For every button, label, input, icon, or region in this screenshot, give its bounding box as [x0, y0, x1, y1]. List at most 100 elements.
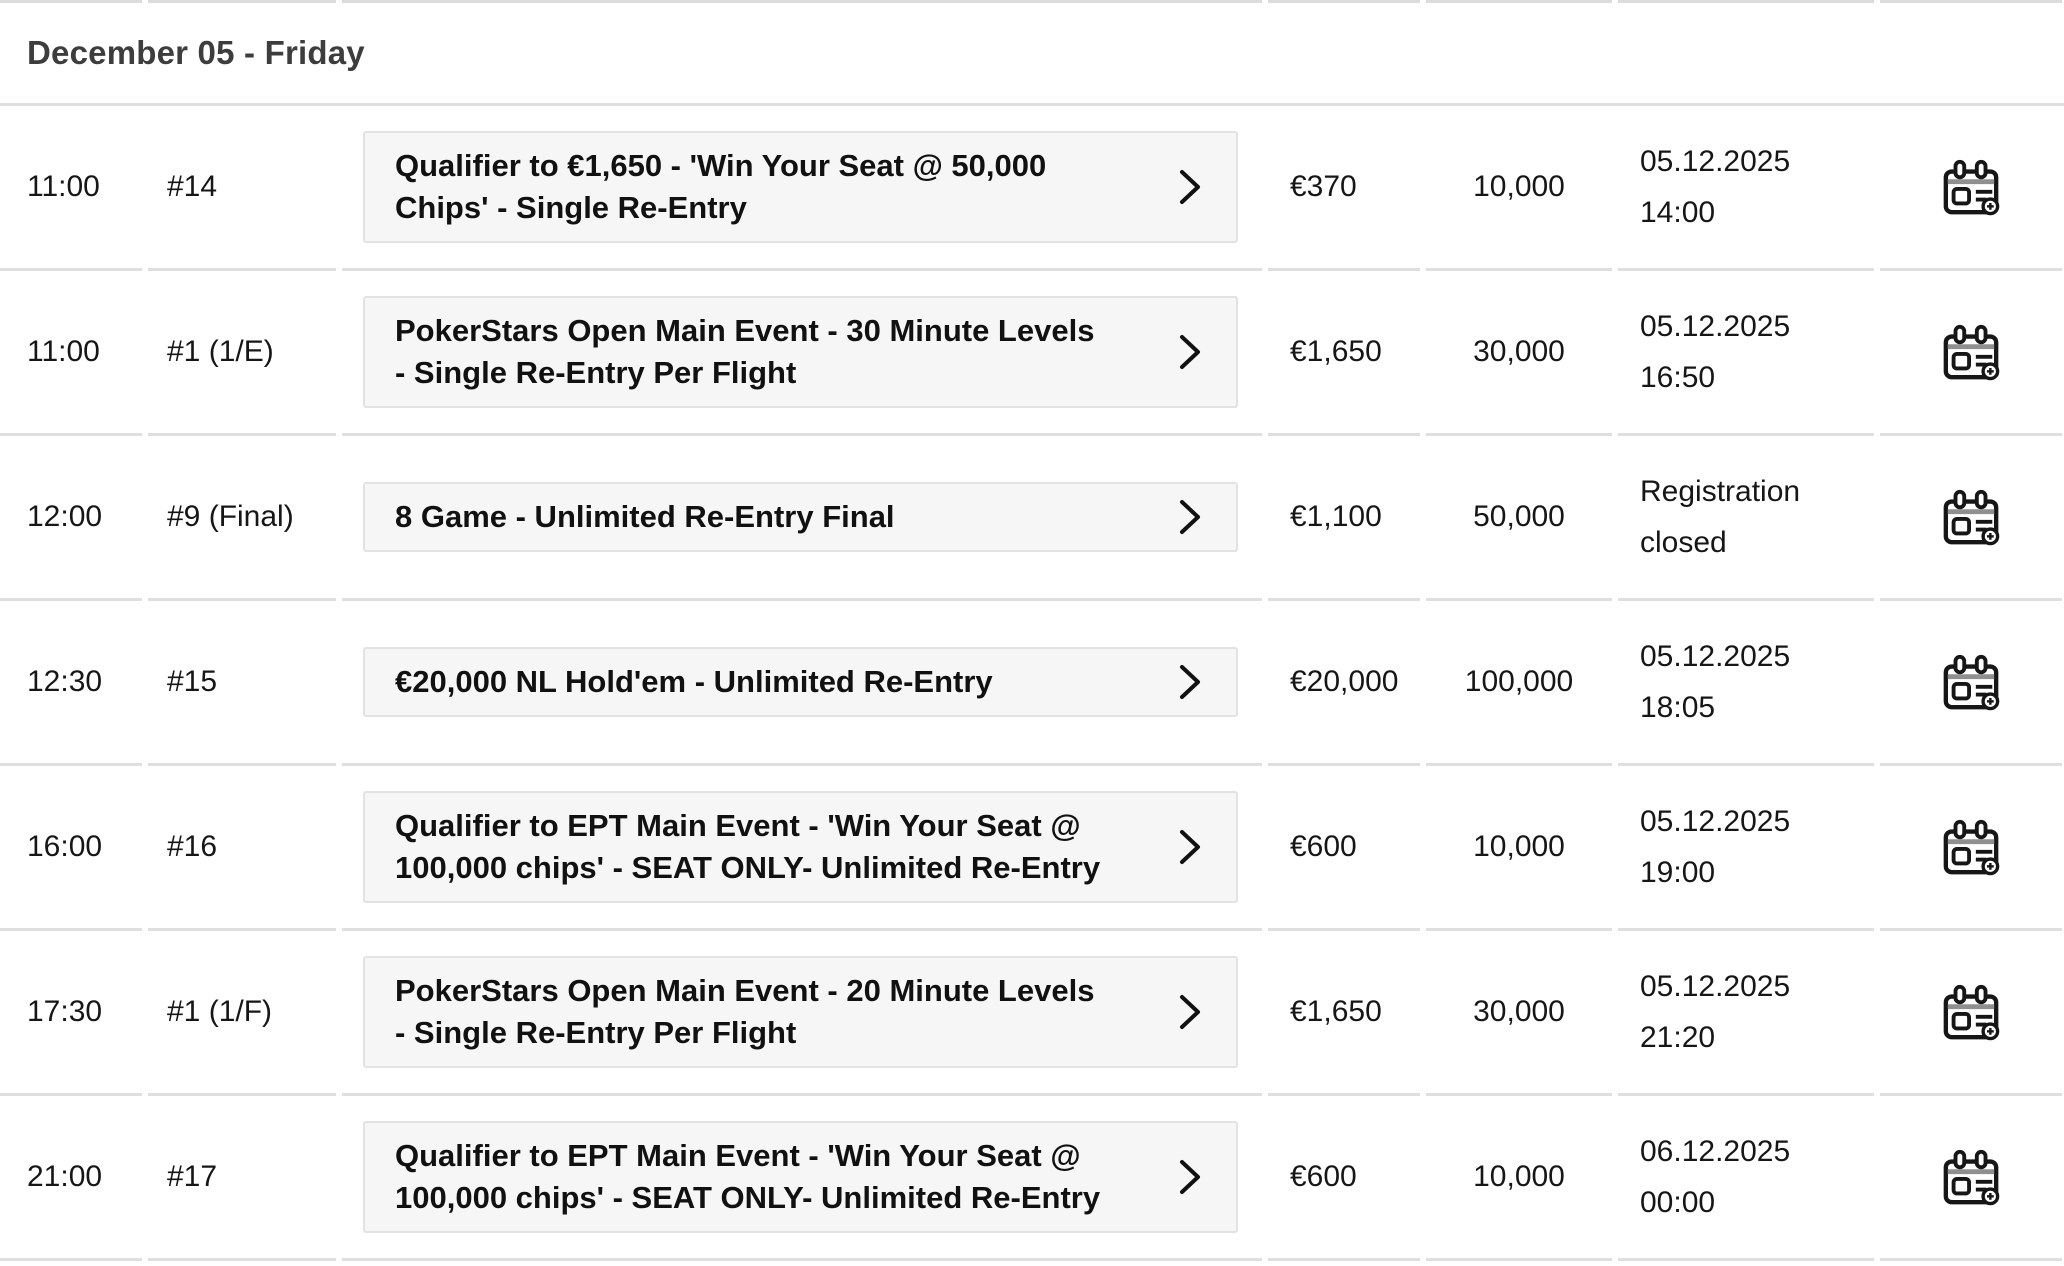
divider-segment	[0, 0, 142, 3]
starting-chips-cell: 30,000	[1426, 271, 1612, 436]
tournament-name-button[interactable]: PokerStars Open Main Event - 30 Minute L…	[363, 296, 1238, 408]
add-to-calendar-button[interactable]	[1941, 983, 2001, 1041]
event-number-cell: #16	[148, 766, 336, 931]
registration-status: Registration closed	[1640, 475, 1801, 559]
chevron-right-icon	[1180, 665, 1200, 699]
event-number-cell: #1 (1/F)	[148, 931, 336, 1096]
calendar-add-icon	[1941, 818, 2001, 876]
chevron-right-icon	[1180, 995, 1200, 1029]
tournament-name-label: 8 Game - Unlimited Re-Entry Final	[395, 499, 895, 534]
divider-segment	[1268, 0, 1420, 3]
divider-segment	[342, 0, 1262, 3]
buyin-amount: €600	[1290, 1160, 1357, 1193]
tournament-name-button[interactable]: Qualifier to EPT Main Event - 'Win Your …	[363, 1121, 1238, 1233]
start-time-cell: 16:00	[0, 766, 142, 931]
tournament-name-button[interactable]: €20,000 NL Hold'em - Unlimited Re-Entry	[363, 647, 1238, 717]
event-number: #14	[167, 170, 218, 203]
tournament-name-label: Qualifier to EPT Main Event - 'Win Your …	[395, 1138, 1101, 1215]
tournament-name-button[interactable]: Qualifier to €1,650 - 'Win Your Seat @ 5…	[363, 131, 1238, 243]
tournament-name-cell: Qualifier to EPT Main Event - 'Win Your …	[342, 1096, 1262, 1261]
day-header: December 05 - Friday	[0, 3, 2064, 106]
starting-chips-cell: 10,000	[1426, 766, 1612, 931]
add-to-calendar-button[interactable]	[1941, 323, 2001, 381]
table-row: 21:00 #17 Qualifier to EPT Main Event - …	[0, 1096, 2064, 1261]
add-to-calendar-button[interactable]	[1941, 818, 2001, 876]
registration-close-cell: 05.12.2025 18:05	[1618, 601, 1874, 766]
tournament-name-button[interactable]: PokerStars Open Main Event - 20 Minute L…	[363, 956, 1238, 1068]
buyin-cell: €1,650	[1268, 271, 1420, 436]
chevron-right-icon	[1180, 170, 1200, 204]
buyin-cell: €370	[1268, 106, 1420, 271]
start-time: 11:00	[27, 335, 100, 368]
tournament-name-button[interactable]: 8 Game - Unlimited Re-Entry Final	[363, 482, 1238, 552]
registration-close-cell: 06.12.2025 00:00	[1618, 1096, 1874, 1261]
buyin-amount: €1,100	[1290, 500, 1382, 533]
event-number: #1 (1/F)	[167, 995, 273, 1028]
registration-close-cell: 05.12.2025 14:00	[1618, 106, 1874, 271]
starting-chips-cell: 30,000	[1426, 931, 1612, 1096]
registration-close-time: 05.12.2025 18:05	[1640, 640, 1791, 724]
chevron-right-icon	[1180, 335, 1200, 369]
tournament-name-cell: €20,000 NL Hold'em - Unlimited Re-Entry	[342, 601, 1262, 766]
divider-segment	[1618, 0, 1874, 3]
calendar-add-icon	[1941, 488, 2001, 546]
tournament-name-label: PokerStars Open Main Event - 20 Minute L…	[395, 973, 1095, 1050]
calendar-add-icon	[1941, 1148, 2001, 1206]
event-number-cell: #15	[148, 601, 336, 766]
event-number-cell: #9 (Final)	[148, 436, 336, 601]
buyin-cell: €1,100	[1268, 436, 1420, 601]
calendar-cell	[1880, 601, 2062, 766]
start-time-cell: 11:00	[0, 106, 142, 271]
tournament-name-cell: 8 Game - Unlimited Re-Entry Final	[342, 436, 1262, 601]
starting-chips: 30,000	[1473, 995, 1565, 1028]
table-row: 17:30 #1 (1/F) PokerStars Open Main Even…	[0, 931, 2064, 1096]
starting-chips-cell: 100,000	[1426, 601, 1612, 766]
add-to-calendar-button[interactable]	[1941, 488, 2001, 546]
table-row: 16:00 #16 Qualifier to EPT Main Event - …	[0, 766, 2064, 931]
start-time: 21:00	[27, 1160, 103, 1193]
event-number: #1 (1/E)	[167, 335, 274, 368]
tournament-name-label: €20,000 NL Hold'em - Unlimited Re-Entry	[395, 664, 993, 699]
start-time: 16:00	[27, 830, 103, 863]
tournament-name-label: Qualifier to €1,650 - 'Win Your Seat @ 5…	[395, 148, 1047, 225]
buyin-cell: €20,000	[1268, 601, 1420, 766]
event-number: #15	[167, 665, 218, 698]
registration-close-time: 05.12.2025 16:50	[1640, 310, 1791, 394]
calendar-cell	[1880, 271, 2062, 436]
tournament-name-button[interactable]: Qualifier to EPT Main Event - 'Win Your …	[363, 791, 1238, 903]
starting-chips-cell: 10,000	[1426, 1096, 1612, 1261]
start-time-cell: 12:30	[0, 601, 142, 766]
registration-close-cell: Registration closed	[1618, 436, 1874, 601]
divider-segment	[148, 0, 336, 3]
buyin-amount: €600	[1290, 830, 1357, 863]
add-to-calendar-button[interactable]	[1941, 158, 2001, 216]
buyin-amount: €1,650	[1290, 335, 1382, 368]
calendar-cell	[1880, 106, 2062, 271]
registration-close-time: 06.12.2025 00:00	[1640, 1135, 1791, 1219]
divider-segment	[1426, 0, 1612, 3]
event-number: #17	[167, 1160, 218, 1193]
registration-close-time: 05.12.2025 14:00	[1640, 145, 1791, 229]
add-to-calendar-button[interactable]	[1941, 1148, 2001, 1206]
buyin-amount: €20,000	[1290, 665, 1399, 698]
table-row: 11:00 #14 Qualifier to €1,650 - 'Win You…	[0, 106, 2064, 271]
tournament-name-label: Qualifier to EPT Main Event - 'Win Your …	[395, 808, 1101, 885]
buyin-cell: €600	[1268, 1096, 1420, 1261]
event-number-cell: #17	[148, 1096, 336, 1261]
starting-chips-cell: 10,000	[1426, 106, 1612, 271]
start-time: 12:30	[27, 665, 103, 698]
event-number: #9 (Final)	[167, 500, 294, 533]
chevron-right-icon	[1180, 830, 1200, 864]
starting-chips: 50,000	[1473, 500, 1565, 533]
start-time-cell: 12:00	[0, 436, 142, 601]
chevron-right-icon	[1180, 1160, 1200, 1194]
table-row: 11:00 #1 (1/E) PokerStars Open Main Even…	[0, 271, 2064, 436]
event-number-cell: #1 (1/E)	[148, 271, 336, 436]
start-time-cell: 21:00	[0, 1096, 142, 1261]
tournament-name-cell: Qualifier to €1,650 - 'Win Your Seat @ 5…	[342, 106, 1262, 271]
add-to-calendar-button[interactable]	[1941, 653, 2001, 711]
calendar-add-icon	[1941, 158, 2001, 216]
calendar-cell	[1880, 766, 2062, 931]
starting-chips: 30,000	[1473, 335, 1565, 368]
